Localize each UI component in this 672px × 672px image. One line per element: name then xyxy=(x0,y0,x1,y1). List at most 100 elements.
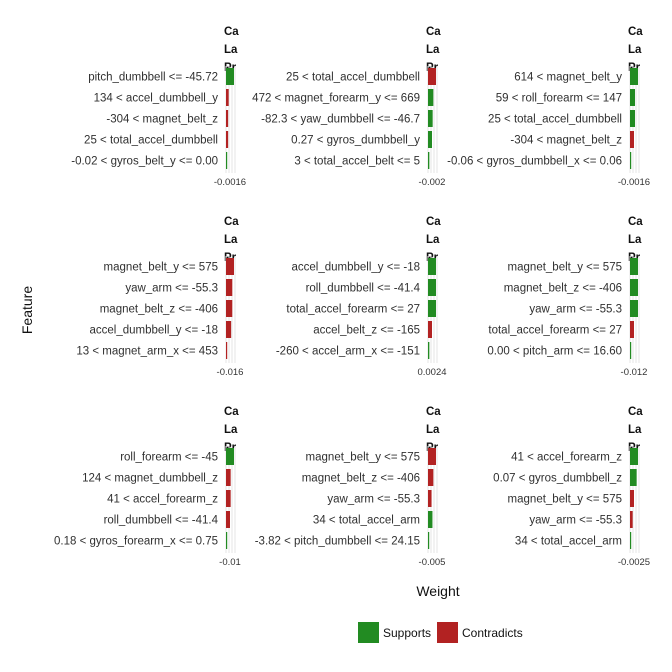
weight-bar xyxy=(630,300,638,317)
weight-bar xyxy=(226,279,233,296)
weight-bar xyxy=(630,532,632,549)
weight-bar xyxy=(630,89,635,106)
panel-5: CaLaPraccel_dumbbell_y <= -18roll_dumbbe… xyxy=(276,216,447,378)
weight-bar xyxy=(428,279,436,296)
panel-header-line: La xyxy=(224,234,238,246)
feature-label: roll_dumbbell <= -41.4 xyxy=(104,515,219,527)
panel-header-line: La xyxy=(426,234,440,246)
panel-8: CaLaPrmagnet_belt_y <= 575magnet_belt_z … xyxy=(255,406,446,568)
weight-bar xyxy=(428,448,436,465)
weight-bar xyxy=(630,131,634,148)
weight-bar xyxy=(226,300,233,317)
feature-label: accel_belt_z <= -165 xyxy=(313,325,420,337)
x-tick-label: -0.016 xyxy=(217,367,244,378)
feature-label: yaw_arm <= -55.3 xyxy=(529,304,622,316)
weight-bar xyxy=(226,89,229,106)
feature-label: yaw_arm <= -55.3 xyxy=(125,283,218,295)
panel-header-line: Ca xyxy=(224,26,239,38)
weight-bar xyxy=(630,342,632,359)
panel-header-line: Ca xyxy=(628,216,643,228)
panel-header-line: Ca xyxy=(426,406,441,418)
weight-bar xyxy=(226,321,232,338)
legend-label-supports: Supports xyxy=(383,626,431,640)
x-tick-label: -0.0025 xyxy=(618,557,650,568)
feature-label: 41 < accel_forearm_z xyxy=(511,452,622,464)
feature-label: 59 < roll_forearm <= 147 xyxy=(496,93,622,105)
weight-bar xyxy=(630,258,638,275)
feature-label: -0.02 < gyros_belt_y <= 0.00 xyxy=(71,156,218,168)
weight-bar xyxy=(630,448,638,465)
legend-label-contradicts: Contradicts xyxy=(462,626,523,640)
feature-label: 0.27 < gyros_dumbbell_y xyxy=(291,135,420,147)
x-tick-label: -0.0016 xyxy=(214,177,246,188)
panel-header-line: Ca xyxy=(426,216,441,228)
panel-header-line: Ca xyxy=(224,406,239,418)
panel-header-line: La xyxy=(628,234,642,246)
x-tick-label: -0.01 xyxy=(219,557,241,568)
feature-label: -304 < magnet_belt_z xyxy=(510,135,622,147)
feature-label: -3.82 < pitch_dumbbell <= 24.15 xyxy=(255,536,420,548)
feature-label: roll_dumbbell <= -41.4 xyxy=(306,283,421,295)
legend: Supports Contradicts xyxy=(358,622,523,643)
feature-label: 124 < magnet_dumbbell_z xyxy=(82,473,218,485)
weight-bar xyxy=(428,342,430,359)
weight-bar xyxy=(428,469,434,486)
feature-label: magnet_belt_z <= -406 xyxy=(302,473,420,485)
feature-label: 34 < total_accel_arm xyxy=(313,515,420,527)
feature-label: yaw_arm <= -55.3 xyxy=(529,515,622,527)
feature-label: magnet_belt_y <= 575 xyxy=(306,452,420,464)
feature-label: magnet_belt_z <= -406 xyxy=(100,304,218,316)
weight-bar xyxy=(630,110,635,127)
feature-label: 0.18 < gyros_forearm_x <= 0.75 xyxy=(54,536,218,548)
weight-bar xyxy=(630,321,634,338)
panel-header-line: La xyxy=(426,424,440,436)
panel-header-line: La xyxy=(426,44,440,56)
feature-label: magnet_belt_y <= 575 xyxy=(508,262,622,274)
feature-label: pitch_dumbbell <= -45.72 xyxy=(88,72,218,84)
feature-label: 134 < accel_dumbbell_y xyxy=(94,93,219,105)
feature-label: magnet_belt_z <= -406 xyxy=(504,283,622,295)
x-tick-label: -0.012 xyxy=(621,367,648,378)
feature-label: -304 < magnet_belt_z xyxy=(106,114,218,126)
weight-bar xyxy=(428,490,432,507)
weight-bar xyxy=(630,68,638,85)
weight-bar xyxy=(428,300,436,317)
feature-label: 13 < magnet_arm_x <= 453 xyxy=(76,346,218,358)
feature-label: roll_forearm <= -45 xyxy=(120,452,218,464)
feature-label: accel_dumbbell_y <= -18 xyxy=(292,262,421,274)
weight-bar xyxy=(226,258,234,275)
weight-bar xyxy=(630,469,637,486)
feature-label: 472 < magnet_forearm_y <= 669 xyxy=(252,93,420,105)
weight-bar xyxy=(428,511,433,528)
weight-bar xyxy=(428,68,436,85)
weight-bar xyxy=(226,68,234,85)
feature-label: magnet_belt_y <= 575 xyxy=(508,494,622,506)
weight-bar xyxy=(226,469,231,486)
weight-bar xyxy=(226,490,231,507)
weight-bar xyxy=(226,110,229,127)
weight-bar xyxy=(226,131,229,148)
feature-label: 25 < total_accel_dumbbell xyxy=(286,72,420,84)
panel-header-line: La xyxy=(628,424,642,436)
weight-bar xyxy=(428,89,434,106)
panel-3: CaLaPr614 < magnet_belt_y59 < roll_forea… xyxy=(447,26,650,188)
feature-label: total_accel_forearm <= 27 xyxy=(488,325,622,337)
panel-header-line: La xyxy=(628,44,642,56)
weight-bar xyxy=(428,532,430,549)
weight-bar xyxy=(226,448,234,465)
legend-swatch-contradicts xyxy=(437,622,458,643)
panel-9: CaLaPr41 < accel_forearm_z0.07 < gyros_d… xyxy=(493,406,650,568)
panel-header-line: Ca xyxy=(628,26,643,38)
feature-label: 25 < total_accel_dumbbell xyxy=(488,114,622,126)
weight-bar xyxy=(428,321,432,338)
feature-label: 614 < magnet_belt_y xyxy=(514,72,622,84)
x-tick-label: -0.0016 xyxy=(618,177,650,188)
feature-label: total_accel_forearm <= 27 xyxy=(286,304,420,316)
weight-bar xyxy=(630,511,633,528)
